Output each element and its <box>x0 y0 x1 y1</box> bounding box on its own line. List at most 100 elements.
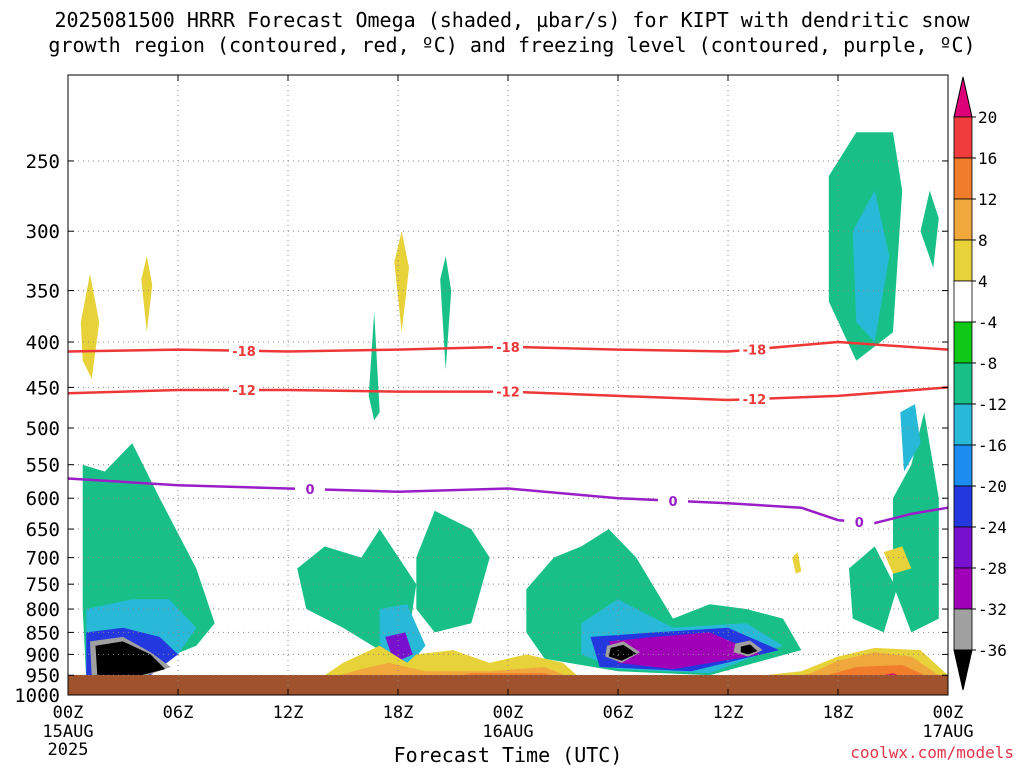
contour-label: -12 <box>496 386 520 401</box>
omega-region-14 <box>608 644 637 661</box>
omega-region-20 <box>893 412 939 633</box>
colorbar-box <box>953 526 973 569</box>
colorbar-box <box>953 157 973 200</box>
omega-region-16 <box>740 644 758 655</box>
colorbar-box <box>953 116 973 159</box>
contour-label: 0 <box>855 516 864 531</box>
x-tick-label: 06Z <box>603 703 634 723</box>
colorbar-label: -36 <box>978 641 1007 660</box>
y-tick-label: 900 <box>26 644 60 666</box>
contour-label-bg <box>493 384 523 399</box>
colorbar-label: -8 <box>978 354 997 373</box>
omega-region-23 <box>141 256 153 333</box>
omega-region-21 <box>900 404 921 472</box>
omega-region-22 <box>80 273 100 379</box>
contours: -18 -18 -18 -12 -12 -12 0 0 0 <box>67 339 949 531</box>
colorbar-box <box>953 198 973 241</box>
contour-label-bg <box>295 482 325 497</box>
contour-label-bg <box>229 343 259 358</box>
x-tick-label: 00Z <box>933 703 964 723</box>
y-tick-label: 550 <box>26 455 60 477</box>
y-tick-label: 700 <box>26 548 60 570</box>
omega-region-25 <box>883 546 912 574</box>
colorbar-bottom-arrow <box>953 649 973 691</box>
colorbar-box <box>953 608 973 651</box>
colorbar-label: -32 <box>978 600 1007 619</box>
colorbar-label: -20 <box>978 477 1007 496</box>
colorbar-label: 12 <box>978 190 997 209</box>
omega-shading <box>80 132 948 675</box>
contour-label-bg <box>658 493 688 508</box>
colorbar-box <box>953 567 973 610</box>
colorbar-label: -24 <box>978 518 1007 537</box>
omega-region-12 <box>608 632 761 670</box>
y-tick-label: 300 <box>26 221 60 243</box>
contour-label: -12 <box>232 384 256 399</box>
y-tick-label: 750 <box>26 574 60 596</box>
omega-region-18 <box>852 190 890 342</box>
y-tick-label: 650 <box>26 519 60 541</box>
x-tick-label: 00Z <box>493 703 524 723</box>
y-tick-label: 950 <box>26 665 60 687</box>
omega-region-39 <box>884 673 898 675</box>
omega-region-31 <box>340 662 565 675</box>
x-date-label: 2025 <box>48 740 89 760</box>
x-date-label: 15AUG <box>42 722 93 742</box>
x-tick-label: 06Z <box>163 703 194 723</box>
omega-region-19 <box>849 546 897 633</box>
colorbar-box <box>953 485 973 528</box>
x-date-label: 16AUG <box>482 722 533 742</box>
colorbar-label: -16 <box>978 436 1007 455</box>
colorbar-box <box>953 321 973 364</box>
colorbar-label: 8 <box>978 231 988 250</box>
y-tick-label: 250 <box>26 151 60 173</box>
contour-label: 0 <box>305 483 314 498</box>
omega-region-26 <box>792 552 802 574</box>
y-tick-label: 500 <box>26 418 60 440</box>
y-tick-label: 1000 <box>14 685 60 707</box>
colorbar-label: 20 <box>978 108 997 127</box>
omega-region-27 <box>368 312 380 421</box>
colorbar-label: 16 <box>978 149 997 168</box>
contour-label-bg <box>844 514 875 529</box>
x-tick-label: 00Z <box>53 703 84 723</box>
credit-link[interactable]: coolwx.com/models <box>850 743 1014 762</box>
colorbar: 20 16 12 8 4 -4 -8 -12 -16 -20 -24 -28 -32 -36 <box>953 76 1007 691</box>
contour-label-bg <box>493 339 523 354</box>
y-tick-label: 800 <box>26 599 60 621</box>
omega-region-37 <box>827 665 925 675</box>
colorbar-label: -12 <box>978 395 1007 414</box>
colorbar-label: 4 <box>978 272 988 291</box>
colorbar-box <box>953 280 973 323</box>
chart-title-line-2: growth region (contoured, red, ºC) and f… <box>48 33 976 57</box>
omega-region-6 <box>416 510 490 633</box>
colorbar-label: -28 <box>978 559 1007 578</box>
x-axis-label: Forecast Time (UTC) <box>394 743 623 767</box>
x-axis: 00Z 06Z 12Z 18Z 00Z 06Z 12Z 18Z 00Z15AUG202516AU… <box>42 75 974 767</box>
x-date-label: 17AUG <box>922 722 973 742</box>
contour-label: -18 <box>496 341 520 356</box>
chart-title-line-1: 2025081500 HRRR Forecast Omega (shaded, … <box>54 8 970 32</box>
contour-label: -18 <box>232 345 256 360</box>
y-tick-label: 850 <box>26 622 60 644</box>
colorbar-label: -4 <box>978 313 997 332</box>
y-tick-label: 600 <box>26 488 60 510</box>
contour-label-bg <box>229 382 259 397</box>
y-tick-label: 450 <box>26 377 60 399</box>
omega-region-29 <box>920 190 939 268</box>
omega-region-28 <box>440 256 452 370</box>
contour-label-bg <box>739 392 770 407</box>
colorbar-box <box>953 444 973 487</box>
contour-label-bg <box>739 342 770 357</box>
omega-region-4 <box>95 641 166 675</box>
y-tick-label: 400 <box>26 332 60 354</box>
colorbar-top-arrow <box>953 76 973 118</box>
colorbar-box <box>953 362 973 405</box>
contour-label: -18 <box>743 343 767 358</box>
contour-label: 0 <box>668 495 677 510</box>
x-tick-label: 18Z <box>823 703 854 723</box>
omega-region-32 <box>463 673 551 675</box>
y-axis: 2503003504004505005506006507007508008509… <box>14 151 948 707</box>
x-tick-label: 12Z <box>273 703 304 723</box>
contour-label: -12 <box>743 393 767 408</box>
